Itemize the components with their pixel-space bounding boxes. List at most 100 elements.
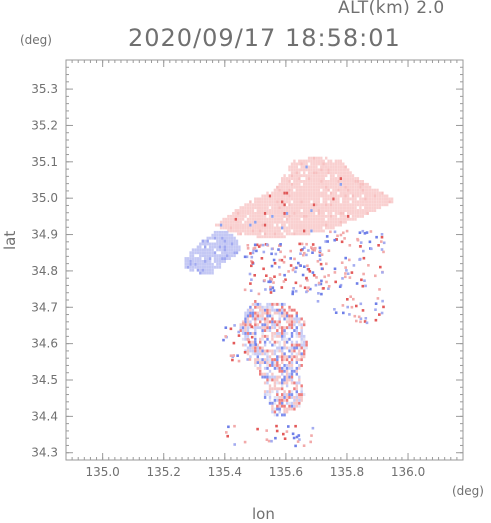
heatmap-cell <box>259 369 262 373</box>
heatmap-cell <box>377 244 380 247</box>
heatmap-cell <box>247 340 251 344</box>
heatmap-cell <box>196 260 200 263</box>
heatmap-cell <box>342 311 345 315</box>
heatmap-cell <box>288 396 291 399</box>
heatmap-cell <box>310 214 313 218</box>
heatmap-cell <box>226 248 229 252</box>
heatmap-cell <box>237 212 240 215</box>
heatmap-cell <box>261 314 264 318</box>
heatmap-cell <box>356 180 360 183</box>
heatmap-cell <box>276 393 279 396</box>
heatmap-cell <box>204 268 207 272</box>
heatmap-cell <box>281 355 284 359</box>
heatmap-cell <box>218 260 222 263</box>
heatmap-cell <box>298 226 301 230</box>
heatmap-cell <box>288 191 291 195</box>
heatmap-cell <box>232 223 235 227</box>
heatmap-cell <box>273 326 277 330</box>
heatmap-cell <box>223 233 226 237</box>
heatmap-cell <box>367 264 370 267</box>
heatmap-cell <box>199 260 202 263</box>
heatmap-cell <box>263 361 267 364</box>
heatmap-cell <box>191 248 195 252</box>
heatmap-cell <box>288 177 291 180</box>
heatmap-cell <box>283 332 286 335</box>
heatmap-cell <box>196 251 200 255</box>
heatmap-cell <box>376 194 379 198</box>
heatmap-cell <box>234 217 237 221</box>
heatmap-cell <box>281 182 284 186</box>
heatmap-cell <box>251 317 255 321</box>
heatmap-cell <box>344 217 347 221</box>
heatmap-cell <box>312 217 316 221</box>
heatmap-cell <box>329 226 333 230</box>
heatmap-cell <box>306 279 309 282</box>
heatmap-cell <box>278 308 281 312</box>
heatmap-cell <box>189 251 192 255</box>
heatmap-cell <box>251 352 255 356</box>
heatmap-cell <box>276 194 279 198</box>
heatmap-cell <box>249 289 253 292</box>
heatmap-cell <box>235 242 239 246</box>
heatmap-cell <box>303 206 306 210</box>
heatmap-cell <box>388 197 391 201</box>
heatmap-cell <box>374 308 377 311</box>
heatmap-cell <box>278 232 281 236</box>
heatmap-cell <box>374 302 378 305</box>
heatmap-cell <box>233 254 236 258</box>
heatmap-cell <box>329 214 333 218</box>
heatmap-cell <box>218 248 222 252</box>
heatmap-cell <box>315 206 318 210</box>
heatmap-cell <box>276 209 279 212</box>
heatmap-cell <box>317 185 320 189</box>
heatmap-cell <box>246 244 250 247</box>
heatmap-cell <box>320 267 324 270</box>
heatmap-cell <box>285 214 289 218</box>
heatmap-cell <box>368 197 372 201</box>
heatmap-cell <box>249 349 252 353</box>
heatmap-cell <box>291 432 295 436</box>
heatmap-cell <box>254 329 257 332</box>
heatmap-cell <box>305 226 308 230</box>
heatmap-cell <box>268 320 272 324</box>
heatmap-cell <box>206 260 209 263</box>
heatmap-cell <box>364 209 367 212</box>
heatmap-cell <box>307 212 311 215</box>
heatmap-cell <box>293 197 296 201</box>
heatmap-cell <box>273 194 277 198</box>
heatmap-cell <box>347 212 350 215</box>
heatmap-cell <box>300 226 303 230</box>
heatmap-cell <box>266 364 269 367</box>
heatmap-cell <box>364 188 367 192</box>
heatmap-cell <box>339 206 342 210</box>
heatmap-cell <box>380 311 384 315</box>
heatmap-cell <box>268 314 272 318</box>
heatmap-cell <box>305 174 308 178</box>
heatmap-cell <box>327 220 330 224</box>
heatmap-cell <box>298 200 301 204</box>
heatmap-cell <box>312 177 316 180</box>
heatmap-cell <box>273 212 277 215</box>
heatmap-cell <box>264 288 267 291</box>
heatmap-cell <box>229 217 233 221</box>
heatmap-cell <box>361 209 364 212</box>
heatmap-cell <box>383 203 386 207</box>
heatmap-cell <box>272 281 275 284</box>
heatmap-cell <box>256 235 259 239</box>
heatmap-cell <box>239 206 242 210</box>
heatmap-cell <box>349 209 352 212</box>
heatmap-cell <box>288 185 291 189</box>
heatmap-cell <box>213 260 217 263</box>
heatmap-cell <box>232 354 235 357</box>
heatmap-cell <box>271 404 274 408</box>
heatmap-cell <box>368 203 372 207</box>
heatmap-cell <box>364 185 367 189</box>
heatmap-cell <box>276 404 279 408</box>
heatmap-cell <box>259 340 262 344</box>
heatmap-cell <box>254 317 257 321</box>
heatmap-cell <box>276 302 279 306</box>
heatmap-cell <box>305 343 308 347</box>
heatmap-cell <box>191 262 195 266</box>
heatmap-cell <box>291 268 295 272</box>
heatmap-cell <box>228 257 231 260</box>
